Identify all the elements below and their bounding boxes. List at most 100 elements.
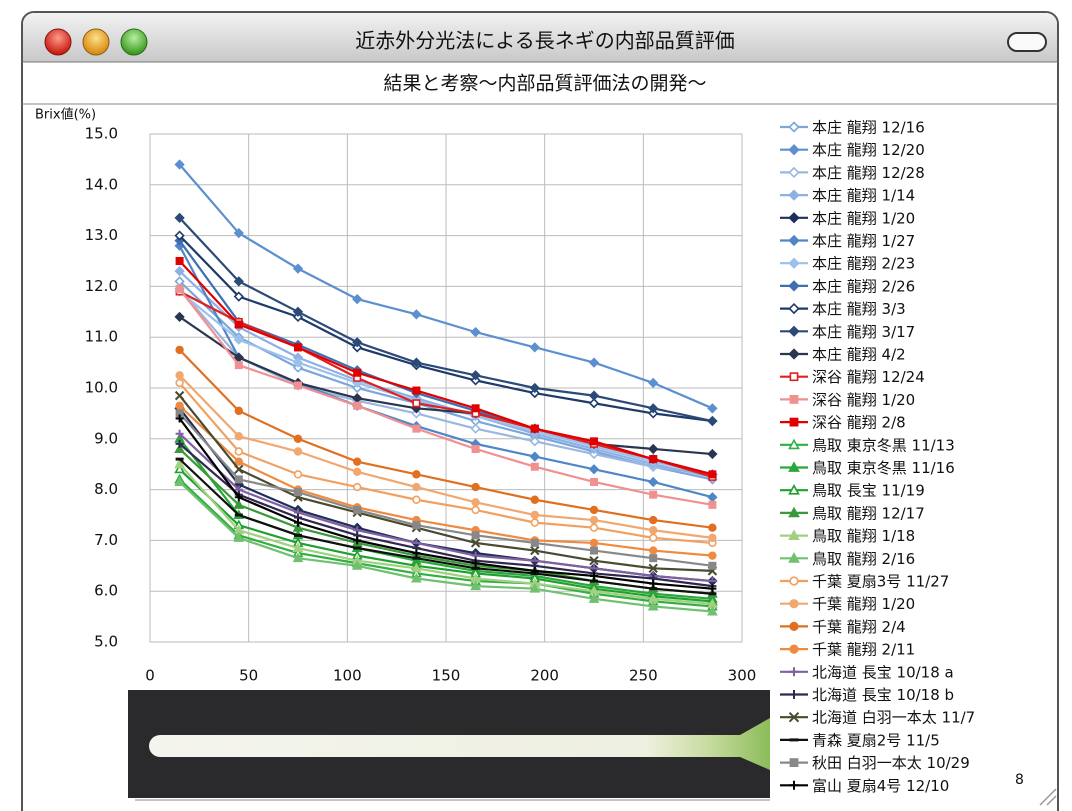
marker	[295, 448, 302, 455]
y-tick-label: 7.0	[94, 531, 118, 549]
marker	[591, 517, 598, 524]
legend-marker	[790, 759, 797, 766]
marker	[413, 425, 419, 431]
marker	[413, 522, 419, 528]
minimize-button[interactable]	[83, 29, 109, 55]
marker	[295, 471, 302, 478]
window-title: 近赤外分光法による長ネギの内部品質評価	[355, 29, 734, 53]
marker	[354, 484, 361, 491]
y-axis-label: Brix値(%)	[35, 107, 96, 123]
x-tick-label: 300	[728, 667, 757, 685]
zoom-button[interactable]	[121, 29, 147, 55]
marker	[650, 456, 656, 462]
y-tick-label: 15.0	[85, 125, 118, 143]
marker	[472, 446, 478, 452]
marker	[591, 507, 598, 514]
legend-label: 本庄 龍翔 1/20	[812, 209, 915, 227]
marker	[650, 517, 657, 524]
y-tick-label: 6.0	[94, 582, 118, 600]
marker	[354, 458, 361, 465]
marker	[532, 464, 538, 470]
marker	[591, 540, 598, 547]
legend-label: 鳥取 龍翔 12/17	[812, 504, 925, 522]
marker	[709, 552, 716, 559]
legend-label: 本庄 龍翔 3/3	[812, 300, 906, 318]
marker	[235, 458, 242, 465]
x-tick-label: 200	[530, 667, 559, 685]
legend-label: 北海道 白羽一本太 11/7	[812, 709, 975, 727]
legend-marker	[790, 577, 798, 585]
marker	[354, 403, 360, 409]
legend-label: 本庄 龍翔 12/16	[812, 119, 925, 137]
y-tick-label: 10.0	[85, 379, 118, 397]
legend-label: 本庄 龍翔 1/14	[812, 187, 915, 205]
marker	[531, 512, 538, 519]
legend-label: 青森 夏扇2号 11/5	[812, 731, 940, 749]
subtitle: 結果と考察～内部品質評価法の開発～	[383, 73, 706, 95]
marker	[354, 507, 360, 513]
legend-label: 千葉 龍翔 2/4	[812, 618, 906, 636]
marker	[176, 286, 182, 292]
legend-label: 富山 夏扇4号 12/10	[812, 777, 949, 795]
marker	[709, 524, 716, 531]
marker	[354, 468, 361, 475]
page-number: 8	[1015, 772, 1024, 788]
marker	[591, 479, 597, 485]
legend-label: 千葉 龍翔 1/20	[812, 595, 915, 613]
marker	[236, 362, 242, 368]
legend-label: 深谷 龍翔 12/24	[812, 368, 925, 386]
x-tick-label: 0	[145, 667, 155, 685]
marker	[532, 425, 538, 431]
legend-label: 北海道 長宝 10/18 b	[812, 686, 954, 704]
marker	[709, 563, 715, 569]
legend-marker	[790, 623, 798, 631]
legend-marker	[790, 419, 797, 426]
y-tick-label: 5.0	[94, 633, 118, 651]
marker	[176, 258, 182, 264]
page: 近赤外分光法による長ネギの内部品質評価 結果と考察～内部品質評価法の開発～ 8 …	[0, 0, 1072, 811]
marker	[472, 499, 479, 506]
legend-label: 深谷 龍翔 1/20	[812, 391, 915, 409]
marker	[591, 438, 597, 444]
marker	[236, 476, 242, 482]
y-tick-label: 8.0	[94, 480, 118, 498]
marker	[413, 387, 419, 393]
marker	[176, 380, 183, 387]
legend-label: 鳥取 東京冬黒 11/13	[812, 436, 955, 454]
legend-label: 鳥取 長宝 11/19	[812, 482, 925, 500]
close-button[interactable]	[45, 29, 71, 55]
y-tick-label: 11.0	[85, 328, 118, 346]
legend-marker	[790, 396, 797, 403]
marker	[709, 502, 715, 508]
x-tick-label: 100	[333, 667, 362, 685]
marker	[709, 471, 715, 477]
marker	[650, 491, 656, 497]
legend-marker	[790, 373, 797, 380]
legend-marker	[790, 600, 798, 608]
legend-label: 本庄 龍翔 2/23	[812, 255, 915, 273]
marker	[176, 347, 183, 354]
marker	[295, 489, 301, 495]
legend-label: 本庄 龍翔 12/28	[812, 164, 925, 182]
marker	[650, 555, 656, 561]
legend-label: 本庄 龍翔 4/2	[812, 346, 906, 364]
marker	[235, 407, 242, 414]
marker	[236, 321, 242, 327]
y-tick-label: 12.0	[85, 277, 118, 295]
legend-label: 鳥取 龍翔 2/16	[812, 550, 915, 568]
marker	[472, 484, 479, 491]
y-tick-label: 13.0	[85, 226, 118, 244]
marker	[295, 435, 302, 442]
marker	[531, 519, 538, 526]
marker	[413, 400, 419, 406]
x-tick-label: 150	[432, 667, 461, 685]
legend-label: 本庄 龍翔 2/26	[812, 277, 915, 295]
legend-label: 本庄 龍翔 3/17	[812, 323, 915, 341]
marker	[472, 532, 478, 538]
legend-label: 深谷 龍翔 2/8	[812, 414, 906, 432]
legend-label: 秋田 白羽一本太 10/29	[812, 754, 970, 772]
marker	[650, 547, 657, 554]
toolbar-button[interactable]	[1008, 33, 1046, 51]
marker	[235, 433, 242, 440]
legend-label: 千葉 龍翔 2/11	[812, 641, 915, 659]
